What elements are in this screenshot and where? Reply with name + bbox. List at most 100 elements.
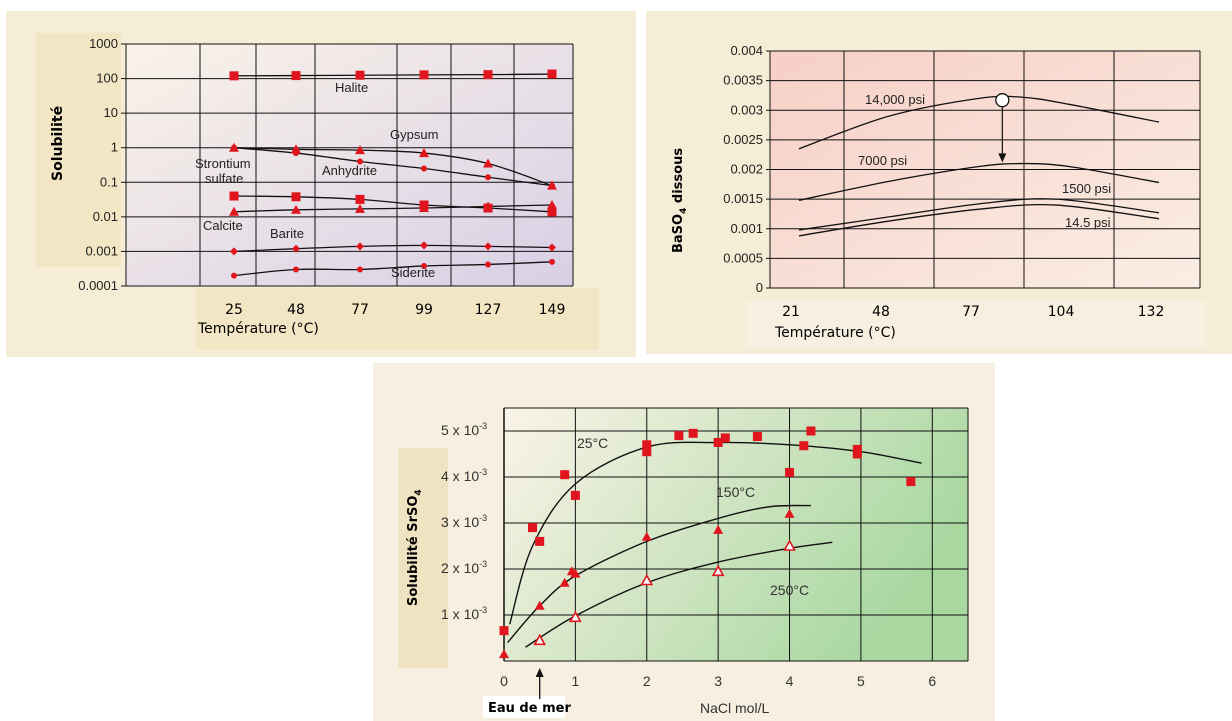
data-point	[528, 523, 538, 533]
data-point	[419, 70, 429, 80]
series-line	[798, 203, 1160, 237]
data-point	[852, 444, 862, 454]
curve-label-14-5: 14.5 psi	[1065, 215, 1111, 230]
y-tick-label: 4 x 10-3	[441, 467, 487, 484]
data-point	[293, 150, 299, 157]
data-point	[674, 431, 684, 441]
ylabel-box	[398, 448, 448, 668]
data-point	[420, 241, 428, 250]
y-tick-label: 0.002	[730, 162, 763, 177]
data-point	[419, 148, 429, 158]
data-point	[229, 206, 239, 216]
data-point	[230, 247, 238, 256]
ylabel: BaSO4 dissous	[671, 148, 689, 253]
data-point	[720, 433, 730, 443]
eau-de-mer-arrow	[535, 668, 544, 699]
curve-label-150: 150°C	[716, 484, 755, 500]
series-line	[798, 198, 1160, 231]
x-tick-label: 127	[475, 302, 502, 318]
data-point	[548, 243, 556, 252]
data-point	[570, 490, 580, 500]
data-point	[534, 600, 545, 610]
ylabel-sub: 4	[679, 208, 689, 214]
data-point	[485, 261, 491, 268]
x-tick-label: 149	[539, 302, 566, 318]
data-point	[806, 426, 816, 436]
data-point	[642, 447, 652, 457]
data-point	[569, 610, 582, 623]
label-barite: Barite	[270, 226, 304, 241]
data-point	[291, 144, 301, 154]
x-tick-label: 99	[415, 302, 433, 318]
data-point	[799, 441, 809, 451]
y-tick-label: 0	[756, 280, 763, 295]
y-tick-label: 0.1	[100, 174, 118, 189]
data-point	[549, 182, 555, 189]
data-point	[357, 158, 363, 165]
panel-mineral-solubility: 1000 100 10 1 0.1 0.01 0.001 0.0001 25 48 77 99 127 1…	[6, 11, 636, 357]
panel-baso4: 0.004 0.0035 0.003 0.0025 0.002 0.0015 0.001 0.…	[646, 11, 1232, 354]
y-tick-label: 0.003	[730, 102, 763, 117]
xlabel-box	[746, 301, 1206, 349]
data-point	[292, 244, 300, 253]
xlabel: Température (°C)	[774, 325, 896, 341]
x-tick-label: 3	[714, 673, 722, 689]
data-point	[419, 203, 429, 213]
x-tick-label: 2	[643, 673, 651, 689]
data-point	[483, 201, 493, 211]
panel-srso4: 5 x 10-3 4 x 10-3 3 x 10-3 2 x 10-3 1 x 10-3…	[373, 363, 995, 721]
x-tick-label: 4	[786, 673, 794, 689]
data-point	[785, 467, 795, 477]
x-tick-label: 25	[225, 302, 243, 318]
y-tick-label: 1 x 10-3	[441, 605, 487, 622]
data-point	[355, 145, 365, 155]
x-tick-label: 104	[1048, 304, 1075, 320]
data-point	[291, 204, 301, 214]
data-point	[784, 508, 795, 518]
curve-label-25: 25°C	[577, 435, 608, 451]
x-tick-label: 6	[928, 673, 936, 689]
arrow-head	[535, 668, 544, 677]
x-tick-label: 77	[962, 304, 980, 320]
ylabel-sub: 4	[414, 489, 424, 495]
data-point	[499, 649, 509, 659]
data-point	[356, 242, 364, 251]
data-point	[547, 200, 557, 210]
label-sulfate: sulfate	[205, 171, 243, 186]
data-point	[559, 577, 570, 587]
y-tick-label: 0.01	[93, 209, 118, 224]
data-point	[752, 432, 762, 442]
data-point	[421, 262, 427, 269]
data-point	[641, 531, 652, 541]
xlabel: Température (°C)	[197, 321, 319, 337]
xlabel: NaCl mol/L	[700, 700, 769, 716]
y-tick-label: 0.0005	[723, 250, 763, 265]
curve-label-1500: 1500 psi	[1062, 181, 1111, 196]
series-line	[798, 162, 1160, 201]
label-gypsum: Gypsum	[390, 127, 438, 142]
data-point	[642, 440, 652, 450]
data-point	[231, 272, 237, 279]
data-point	[291, 192, 301, 202]
reference-circle	[995, 93, 1010, 108]
data-point	[533, 633, 547, 646]
data-point	[906, 477, 916, 487]
x-tick-label: 77	[351, 302, 369, 318]
data-point	[688, 428, 698, 438]
y-tick-label: 0.0015	[723, 191, 763, 206]
data-point	[229, 191, 239, 201]
x-tick-label: 5	[857, 673, 865, 689]
y-tick-label: 0.001	[730, 221, 763, 236]
data-point	[229, 71, 239, 81]
data-point	[570, 568, 581, 578]
pressure-arrow-annotation	[995, 93, 1010, 163]
curve-label-14000: 14,000 psi	[865, 92, 925, 107]
label-calcite: Calcite	[203, 218, 243, 233]
data-point	[421, 165, 427, 172]
y-tick-label: 0.0035	[723, 73, 763, 88]
data-point	[483, 70, 493, 80]
xlabel-box	[196, 288, 599, 350]
y-tick-label: 0.0025	[723, 132, 763, 147]
data-point	[783, 539, 796, 551]
eau-de-mer-box	[483, 696, 565, 718]
